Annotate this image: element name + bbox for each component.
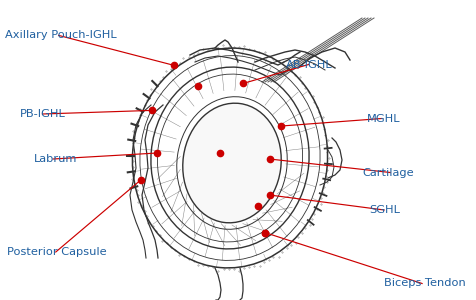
Text: Cartilage: Cartilage [362,167,413,178]
Text: PB-IGHL: PB-IGHL [20,109,66,119]
Text: SGHL: SGHL [369,205,400,215]
Text: Biceps Tendon: Biceps Tendon [383,278,465,289]
Text: Posterior Capsule: Posterior Capsule [7,247,107,257]
Text: Axillary Pouch-IGHL: Axillary Pouch-IGHL [5,30,116,40]
Ellipse shape [182,103,281,223]
Text: AB-IGHL: AB-IGHL [286,59,332,70]
Text: MGHL: MGHL [367,113,400,124]
Text: Labrum: Labrum [33,154,77,164]
